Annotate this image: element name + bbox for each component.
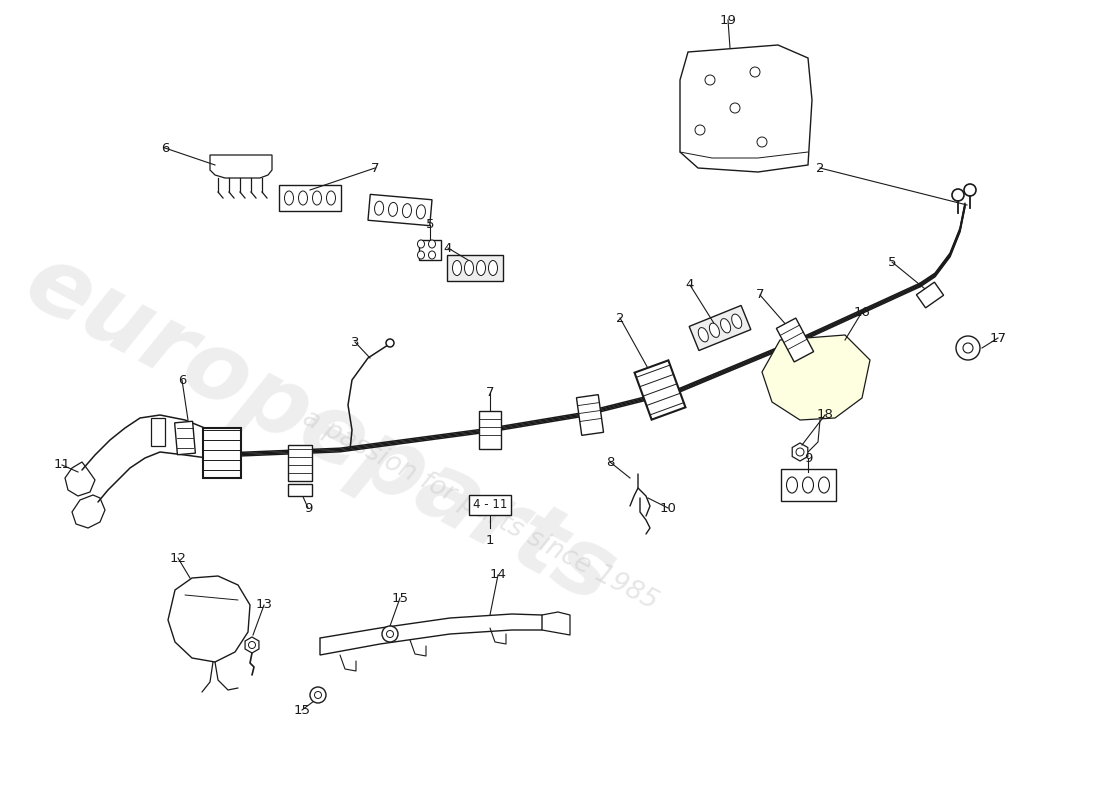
Circle shape — [796, 448, 804, 456]
Text: 15: 15 — [392, 591, 408, 605]
Text: 9: 9 — [304, 502, 312, 514]
Ellipse shape — [285, 191, 294, 205]
Circle shape — [315, 691, 321, 698]
Circle shape — [952, 189, 964, 201]
Text: a passion for parts since 1985: a passion for parts since 1985 — [298, 405, 662, 615]
Text: 12: 12 — [169, 551, 187, 565]
Bar — [781, 469, 836, 501]
Ellipse shape — [298, 191, 308, 205]
Text: 6: 6 — [178, 374, 186, 386]
Ellipse shape — [418, 251, 425, 259]
Text: 7: 7 — [756, 289, 764, 302]
Ellipse shape — [720, 318, 730, 333]
Ellipse shape — [818, 477, 829, 493]
Text: 4 - 11: 4 - 11 — [473, 498, 507, 511]
Ellipse shape — [732, 314, 741, 329]
Circle shape — [757, 137, 767, 147]
Text: 2: 2 — [816, 162, 824, 174]
Circle shape — [962, 343, 974, 353]
Bar — [368, 194, 432, 226]
Circle shape — [705, 75, 715, 85]
Text: 15: 15 — [294, 703, 310, 717]
Bar — [288, 484, 312, 496]
Ellipse shape — [312, 191, 321, 205]
Ellipse shape — [327, 191, 336, 205]
Circle shape — [964, 184, 976, 196]
Ellipse shape — [403, 204, 411, 218]
Text: 13: 13 — [255, 598, 273, 611]
Circle shape — [695, 125, 705, 135]
Circle shape — [730, 103, 740, 113]
Bar — [777, 318, 814, 362]
Text: 3: 3 — [351, 335, 360, 349]
Polygon shape — [762, 335, 870, 420]
Circle shape — [382, 626, 398, 642]
Ellipse shape — [388, 202, 397, 216]
Text: 4: 4 — [443, 242, 452, 254]
Ellipse shape — [803, 477, 814, 493]
Circle shape — [310, 687, 326, 703]
Bar — [419, 240, 441, 260]
Bar — [175, 422, 196, 454]
Bar — [447, 255, 503, 281]
Ellipse shape — [786, 477, 798, 493]
Text: 7: 7 — [371, 162, 380, 174]
Ellipse shape — [698, 327, 708, 342]
Text: 8: 8 — [606, 455, 614, 469]
Text: 7: 7 — [486, 386, 494, 399]
Bar — [635, 360, 685, 420]
Ellipse shape — [452, 261, 462, 275]
Circle shape — [386, 630, 394, 638]
Bar — [151, 418, 165, 446]
Text: 19: 19 — [719, 14, 736, 26]
Ellipse shape — [464, 261, 473, 275]
Text: 9: 9 — [804, 451, 812, 465]
Text: 5: 5 — [888, 255, 896, 269]
Bar — [576, 394, 604, 435]
Text: 6: 6 — [161, 142, 169, 154]
Text: 2: 2 — [616, 311, 625, 325]
Text: 14: 14 — [490, 569, 506, 582]
Ellipse shape — [417, 205, 426, 219]
Ellipse shape — [710, 323, 719, 338]
Ellipse shape — [429, 251, 436, 259]
Ellipse shape — [429, 240, 436, 248]
Ellipse shape — [476, 261, 485, 275]
Ellipse shape — [418, 240, 425, 248]
Bar — [279, 185, 341, 211]
Circle shape — [956, 336, 980, 360]
Text: 10: 10 — [660, 502, 676, 514]
Bar — [478, 411, 500, 449]
Text: europeparts: europeparts — [10, 236, 630, 624]
Bar — [916, 282, 944, 308]
Bar — [690, 306, 751, 350]
Bar — [288, 445, 312, 481]
Ellipse shape — [375, 201, 384, 215]
Text: 5: 5 — [426, 218, 434, 231]
Text: 18: 18 — [816, 409, 834, 422]
Text: 1: 1 — [486, 534, 494, 546]
Circle shape — [750, 67, 760, 77]
Text: 17: 17 — [990, 331, 1006, 345]
Text: 4: 4 — [685, 278, 694, 291]
Circle shape — [386, 339, 394, 347]
Circle shape — [249, 642, 255, 649]
Text: 16: 16 — [854, 306, 870, 318]
Ellipse shape — [488, 261, 497, 275]
Bar — [204, 428, 241, 478]
Text: 11: 11 — [54, 458, 70, 471]
